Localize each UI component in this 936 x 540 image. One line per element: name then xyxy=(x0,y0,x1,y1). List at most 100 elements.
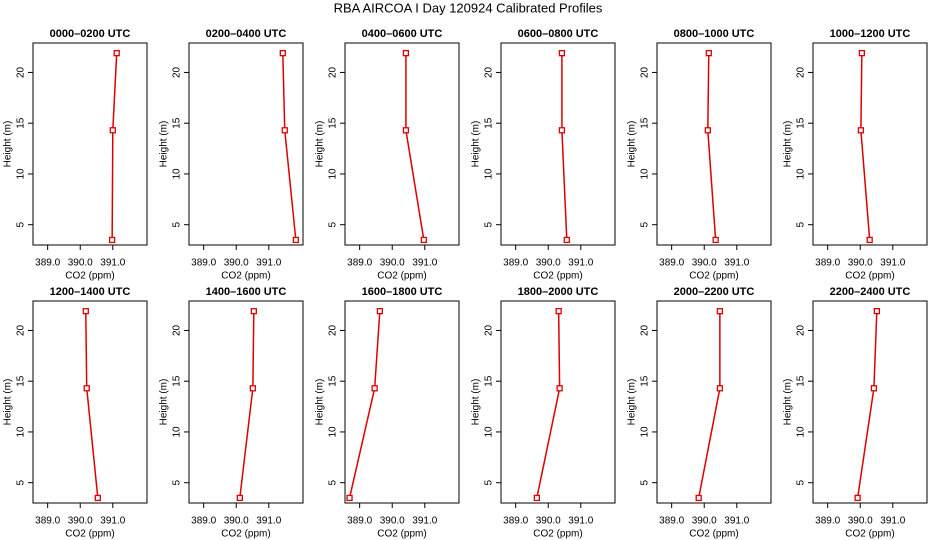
point xyxy=(83,385,90,392)
point xyxy=(870,385,878,392)
y-tick-label: 15 xyxy=(16,117,27,129)
panel-title: 1400–1600 UTC xyxy=(206,286,287,298)
point xyxy=(376,308,384,315)
y-tick-label: 5 xyxy=(796,479,807,485)
panel-title: 1600–1800 UTC xyxy=(362,286,443,298)
panel-title: 2000–2200 UTC xyxy=(674,286,755,298)
panel-title: 2200–2400 UTC xyxy=(830,286,911,298)
point xyxy=(705,50,712,57)
profile-line xyxy=(536,311,561,499)
y-tick-label: 20 xyxy=(484,324,495,336)
x-tick-label: 389.0 xyxy=(191,516,216,527)
y-tick-label: 20 xyxy=(640,324,651,336)
y-tick-label: 20 xyxy=(16,66,27,78)
point xyxy=(556,385,563,392)
panel-title: 0800–1000 UTC xyxy=(674,28,755,40)
y-axis-label: Height (m) xyxy=(783,379,794,426)
x-tick-label: 391.0 xyxy=(880,258,905,269)
point xyxy=(236,494,243,502)
x-axis-label: CO2 (ppm) xyxy=(689,529,738,540)
y-tick-label: 20 xyxy=(328,324,339,336)
plot-frame xyxy=(188,42,304,246)
point xyxy=(94,494,101,502)
point xyxy=(250,308,257,315)
profile-line xyxy=(348,311,381,499)
x-tick-label: 391.0 xyxy=(100,258,125,269)
x-tick-label: 391.0 xyxy=(412,258,437,269)
x-tick-label: 391.0 xyxy=(256,258,281,269)
x-axis-label: CO2 (ppm) xyxy=(533,529,582,540)
point xyxy=(558,50,566,57)
y-tick-label: 5 xyxy=(172,479,183,485)
plot-frame xyxy=(812,300,928,504)
point xyxy=(716,308,724,315)
point xyxy=(249,385,256,392)
y-axis-label: Height (m) xyxy=(315,379,326,426)
y-tick-label: 10 xyxy=(172,426,183,438)
x-axis-label: CO2 (ppm) xyxy=(689,271,738,282)
y-tick-label: 15 xyxy=(328,117,339,129)
point xyxy=(695,494,702,502)
profile-line xyxy=(860,53,871,240)
y-tick-label: 10 xyxy=(484,426,495,438)
y-tick-label: 5 xyxy=(16,221,27,227)
point xyxy=(402,50,410,57)
y-axis-label: Height (m) xyxy=(159,379,170,426)
y-tick-label: 5 xyxy=(16,479,27,485)
plot-frame xyxy=(656,300,772,504)
y-tick-label: 10 xyxy=(328,426,339,438)
panel-title: 0200–0400 UTC xyxy=(206,28,287,40)
x-axis-label: CO2 (ppm) xyxy=(221,271,270,282)
profile-line xyxy=(239,311,255,499)
y-tick-label: 15 xyxy=(16,375,27,387)
point xyxy=(555,308,562,315)
plot-frame xyxy=(188,300,304,504)
y-tick-label: 10 xyxy=(16,426,27,438)
x-tick-label: 391.0 xyxy=(568,258,593,269)
y-axis-label: Height (m) xyxy=(3,121,14,168)
point xyxy=(281,127,288,134)
x-tick-label: 390.0 xyxy=(224,258,249,269)
point xyxy=(402,127,410,134)
x-tick-label: 391.0 xyxy=(880,516,905,527)
y-axis-label: Height (m) xyxy=(783,121,794,168)
point xyxy=(82,308,89,315)
point xyxy=(346,494,353,502)
y-axis-label: Height (m) xyxy=(627,379,638,426)
y-tick-label: 5 xyxy=(640,479,651,485)
x-tick-label: 389.0 xyxy=(815,516,840,527)
x-axis-label: CO2 (ppm) xyxy=(221,529,270,540)
x-tick-label: 389.0 xyxy=(35,258,60,269)
plot-frame xyxy=(500,42,616,246)
y-tick-label: 15 xyxy=(484,117,495,129)
y-axis-label: Height (m) xyxy=(3,379,14,426)
point xyxy=(109,127,116,134)
y-tick-label: 20 xyxy=(640,66,651,78)
y-tick-label: 5 xyxy=(172,221,183,227)
point xyxy=(704,127,711,134)
point xyxy=(873,308,880,315)
x-tick-label: 390.0 xyxy=(536,258,561,269)
x-tick-label: 389.0 xyxy=(503,258,528,269)
profile-line xyxy=(282,53,297,241)
page-title: RBA AIRCOA I Day 120924 Calibrated Profi… xyxy=(334,0,603,15)
panel-title: 0600–0800 UTC xyxy=(518,28,599,40)
point xyxy=(279,50,286,57)
x-tick-label: 390.0 xyxy=(848,516,873,527)
x-axis-label: CO2 (ppm) xyxy=(533,271,582,282)
y-tick-label: 15 xyxy=(640,117,651,129)
y-tick-label: 20 xyxy=(796,324,807,336)
x-axis-label: CO2 (ppm) xyxy=(377,529,426,540)
y-tick-label: 10 xyxy=(484,168,495,180)
y-tick-label: 10 xyxy=(796,168,807,180)
x-tick-label: 390.0 xyxy=(68,516,93,527)
y-tick-label: 15 xyxy=(640,375,651,387)
x-axis-label: CO2 (ppm) xyxy=(377,271,426,282)
point xyxy=(558,127,566,134)
point xyxy=(108,236,116,244)
y-axis-label: Height (m) xyxy=(471,121,482,168)
y-tick-label: 5 xyxy=(328,479,339,485)
x-tick-label: 390.0 xyxy=(224,516,249,527)
x-tick-label: 390.0 xyxy=(536,516,561,527)
x-tick-label: 391.0 xyxy=(412,516,437,527)
